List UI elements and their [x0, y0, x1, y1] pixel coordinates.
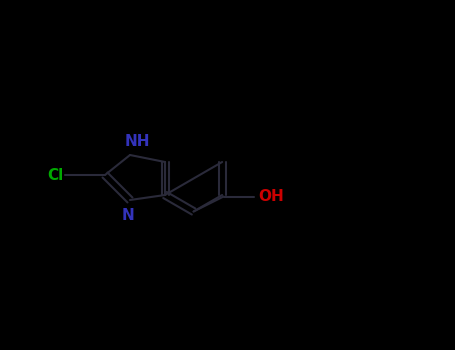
Text: Cl: Cl [47, 168, 63, 182]
Text: OH: OH [258, 189, 284, 204]
Text: N: N [122, 209, 135, 224]
Text: NH: NH [125, 133, 151, 148]
